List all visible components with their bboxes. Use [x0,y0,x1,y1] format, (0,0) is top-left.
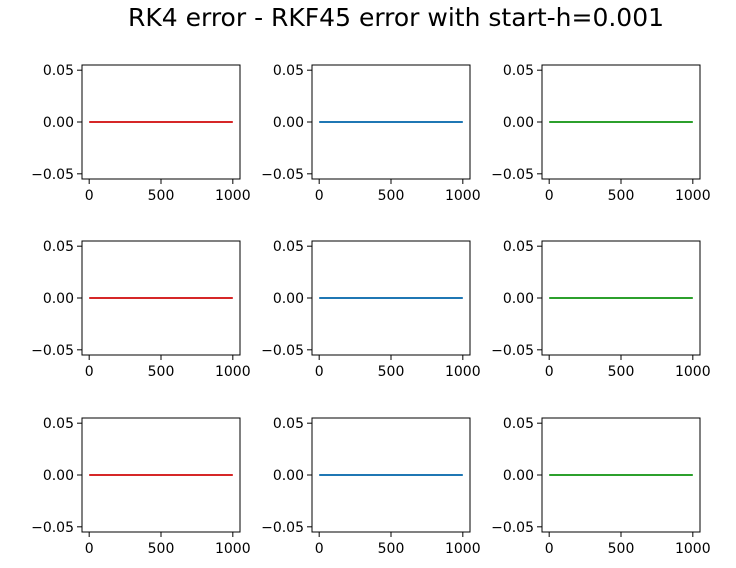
x-tick-label: 0 [85,364,94,380]
y-tick-label: −0.05 [31,520,74,536]
y-tick-label: −0.05 [261,520,304,536]
y-tick-label: −0.05 [491,343,534,359]
y-tick-label: 0.05 [273,239,304,255]
x-tick-label: 0 [315,541,324,557]
x-tick-label: 1000 [215,541,251,557]
subplot-3-3: 0 500 1000 −0.05 0.00 0.05 [491,416,711,557]
x-tick-label: 0 [545,364,554,380]
subplot-2-3: 0 500 1000 −0.05 0.00 0.05 [491,239,711,380]
x-tick-label: 0 [85,188,94,204]
x-tick-label: 500 [148,364,175,380]
x-tick-label: 500 [378,541,405,557]
x-tick-label: 1000 [215,364,251,380]
x-tick-label: 1000 [445,364,481,380]
y-tick-label: 0.05 [273,416,304,432]
x-tick-label: 500 [148,541,175,557]
y-tick-label: 0.05 [503,239,534,255]
y-tick-label: 0.00 [503,115,534,131]
y-tick-label: 0.00 [273,468,304,484]
y-tick-label: 0.00 [273,291,304,307]
y-tick-label: 0.00 [503,468,534,484]
x-tick-label: 0 [545,188,554,204]
y-tick-label: −0.05 [261,343,304,359]
y-tick-label: 0.05 [503,63,534,79]
x-tick-label: 1000 [215,188,251,204]
subplot-1-3: 0 500 1000 −0.05 0.00 0.05 [491,63,711,204]
x-tick-label: 500 [608,541,635,557]
y-tick-label: 0.05 [43,63,74,79]
x-tick-label: 1000 [445,188,481,204]
subplot-2-2: 0 500 1000 −0.05 0.00 0.05 [261,239,481,380]
subplot-3-2: 0 500 1000 −0.05 0.00 0.05 [261,416,481,557]
y-tick-label: 0.00 [503,291,534,307]
x-tick-label: 0 [85,541,94,557]
x-tick-label: 500 [608,188,635,204]
y-tick-label: −0.05 [491,167,534,183]
x-tick-label: 1000 [675,364,711,380]
subplot-3-1: 0 500 1000 −0.05 0.00 0.05 [31,416,251,557]
figure-title: RK4 error - RKF45 error with start-h=0.0… [128,3,664,32]
x-tick-label: 500 [608,364,635,380]
x-tick-label: 500 [378,364,405,380]
y-tick-label: 0.05 [273,63,304,79]
x-tick-label: 0 [315,188,324,204]
x-tick-label: 0 [545,541,554,557]
x-tick-label: 500 [378,188,405,204]
y-tick-label: 0.00 [43,468,74,484]
subplot-1-1: 0 500 1000 −0.05 0.00 0.05 [31,63,251,204]
y-tick-label: 0.00 [43,115,74,131]
subplot-grid: 0 500 1000 −0.05 0.00 0.05 0 500 1000 −0.05 0.00 0.… [31,63,711,557]
subplot-2-1: 0 500 1000 −0.05 0.00 0.05 [31,239,251,380]
y-tick-label: −0.05 [491,520,534,536]
y-tick-label: −0.05 [261,167,304,183]
y-tick-label: 0.05 [503,416,534,432]
x-tick-label: 1000 [675,188,711,204]
y-tick-label: −0.05 [31,167,74,183]
y-tick-label: 0.05 [43,239,74,255]
x-tick-label: 0 [315,364,324,380]
y-tick-label: 0.05 [43,416,74,432]
y-tick-label: −0.05 [31,343,74,359]
subplot-1-2: 0 500 1000 −0.05 0.00 0.05 [261,63,481,204]
x-tick-label: 1000 [675,541,711,557]
x-tick-label: 1000 [445,541,481,557]
x-tick-label: 500 [148,188,175,204]
y-tick-label: 0.00 [43,291,74,307]
y-tick-label: 0.00 [273,115,304,131]
